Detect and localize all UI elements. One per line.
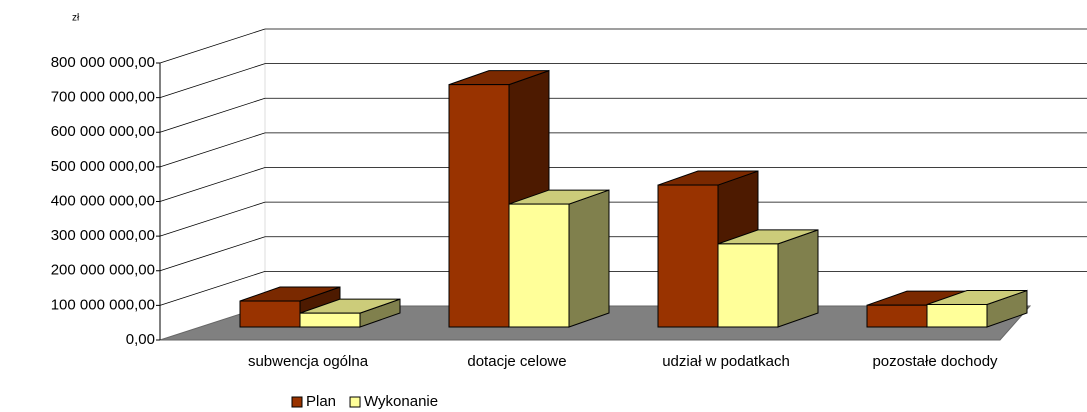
- y-tick-label: 0,00: [126, 331, 155, 348]
- y-tick-label: 100 000 000,00: [51, 296, 155, 313]
- bar: [926, 303, 988, 328]
- grid-line: [159, 28, 1087, 64]
- bar: [448, 84, 510, 328]
- bar: [717, 243, 779, 328]
- x-tick-label: dotacje celowe: [467, 353, 566, 370]
- bar: [866, 304, 928, 328]
- x-tick-label: udział w podatkach: [662, 353, 790, 370]
- y-tick-label: 600 000 000,00: [51, 123, 155, 140]
- bar-side: [777, 229, 819, 328]
- grid-line: [159, 201, 1087, 237]
- bar: [299, 312, 361, 328]
- legend-swatch: [291, 396, 303, 408]
- bar-side: [568, 189, 610, 328]
- legend-label: Wykonanie: [364, 393, 438, 410]
- bar: [239, 300, 301, 328]
- grid-line: [159, 132, 1087, 168]
- bar: [508, 203, 570, 328]
- legend-label: Plan: [306, 393, 336, 410]
- x-tick-label: pozostałe dochody: [872, 353, 998, 370]
- x-tick-label: subwencja ogólna: [248, 353, 369, 370]
- y-unit: zł: [72, 13, 80, 24]
- y-tick-label: 800 000 000,00: [51, 54, 155, 71]
- y-tick-label: 700 000 000,00: [51, 89, 155, 106]
- legend-swatch: [349, 396, 361, 408]
- y-tick-label: 500 000 000,00: [51, 158, 155, 175]
- grid-line: [159, 236, 1087, 272]
- grid-line: [159, 167, 1087, 202]
- y-tick-label: 300 000 000,00: [51, 227, 155, 244]
- y-tick-label: 200 000 000,00: [51, 262, 155, 279]
- grid-line: [159, 97, 1087, 133]
- grid-line: [159, 63, 1087, 99]
- bar: [657, 184, 719, 328]
- y-tick-label: 400 000 000,00: [51, 192, 155, 209]
